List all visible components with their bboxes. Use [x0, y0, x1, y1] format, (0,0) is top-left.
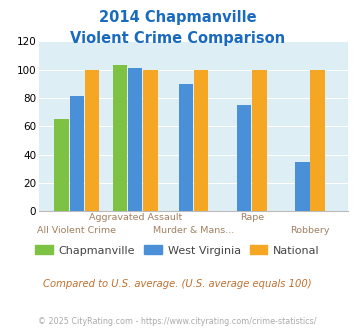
Text: Rape: Rape	[240, 213, 264, 222]
Text: Violent Crime Comparison: Violent Crime Comparison	[70, 31, 285, 46]
Bar	[252, 70, 267, 211]
Bar	[70, 96, 84, 211]
Bar	[194, 70, 208, 211]
Text: Robbery: Robbery	[290, 226, 330, 235]
Bar	[310, 70, 325, 211]
Bar	[55, 119, 69, 211]
Bar	[85, 70, 99, 211]
Text: Murder & Mans...: Murder & Mans...	[153, 226, 234, 235]
Text: Aggravated Assault: Aggravated Assault	[89, 213, 182, 222]
Legend: Chapmanville, West Virginia, National: Chapmanville, West Virginia, National	[31, 241, 324, 260]
Bar	[179, 84, 193, 211]
Bar	[295, 162, 310, 211]
Bar	[128, 68, 142, 211]
Bar	[143, 70, 158, 211]
Text: 2014 Chapmanville: 2014 Chapmanville	[99, 10, 256, 25]
Bar	[237, 105, 251, 211]
Text: All Violent Crime: All Violent Crime	[37, 226, 116, 235]
Text: Compared to U.S. average. (U.S. average equals 100): Compared to U.S. average. (U.S. average …	[43, 279, 312, 289]
Bar	[113, 65, 127, 211]
Text: © 2025 CityRating.com - https://www.cityrating.com/crime-statistics/: © 2025 CityRating.com - https://www.city…	[38, 317, 317, 326]
